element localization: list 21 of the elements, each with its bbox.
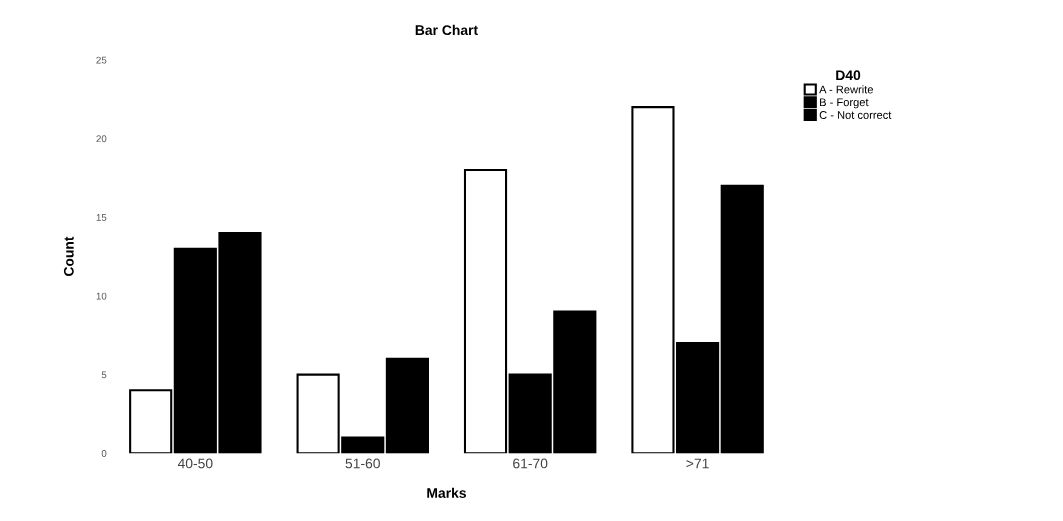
y-tick-label: 5 — [101, 371, 107, 379]
legend-title: D40 — [836, 70, 861, 81]
bar — [129, 389, 173, 454]
legend-label: A - Rewrite — [819, 85, 873, 94]
y-tick-label: 15 — [96, 214, 107, 221]
y-tick-label: 0 — [101, 450, 107, 457]
bar — [385, 357, 429, 454]
x-tick-label: 61-70 — [513, 458, 548, 469]
y-axis-title: Count — [63, 236, 74, 277]
y-tick-label: 25 — [96, 56, 107, 64]
x-tick-label: 51-60 — [345, 458, 380, 469]
x-axis-title: Marks — [427, 487, 466, 498]
bar — [463, 169, 508, 454]
x-tick-label: >71 — [686, 458, 709, 469]
y-tick-label: 20 — [96, 135, 107, 143]
x-tick-label: 40-50 — [177, 458, 213, 469]
legend-label: B - Forget — [820, 98, 869, 109]
bar — [720, 184, 764, 454]
chart-title: Bar Chart — [415, 24, 478, 36]
y-tick-label: 10 — [96, 292, 107, 300]
legend-label: C - Not correct — [819, 111, 892, 119]
